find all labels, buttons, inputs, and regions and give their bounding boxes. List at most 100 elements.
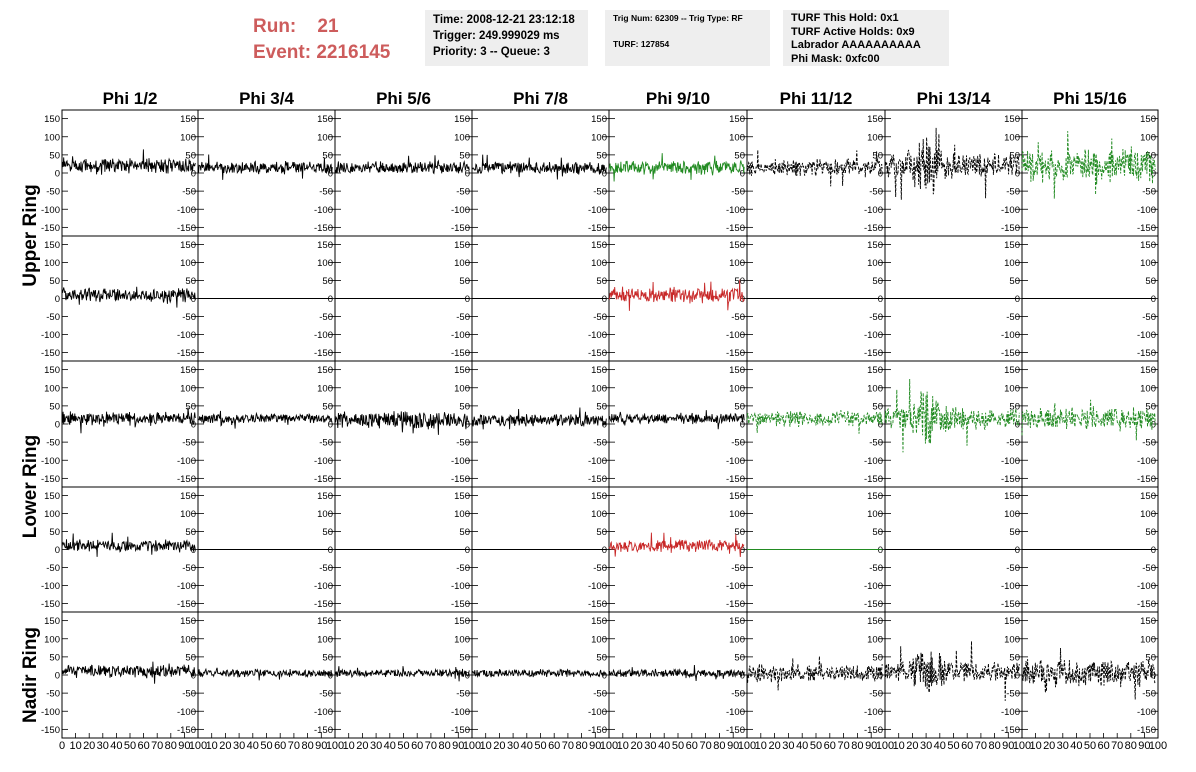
xtick-label: 90 <box>452 740 464 752</box>
ytick-label-right: -50 <box>1142 187 1156 198</box>
ytick-label-right: -100 <box>588 205 607 216</box>
ytick-label-right: 150 <box>454 114 470 125</box>
ytick-label-right: -50 <box>1142 689 1156 700</box>
ytick-label-right: 0 <box>602 545 607 556</box>
ytick-label-right: -100 <box>864 581 883 592</box>
ytick-label-right: -100 <box>314 205 333 216</box>
xtick-label: 10 <box>206 740 218 752</box>
xtick-label: 20 <box>1043 740 1055 752</box>
panel-r5-c8-waveform <box>1021 647 1156 700</box>
ytick-label-right: 150 <box>454 491 470 502</box>
ytick-label-right: -50 <box>456 187 470 198</box>
ytick-label-right: 0 <box>1015 169 1020 180</box>
ytick-label-right: 150 <box>591 491 607 502</box>
ytick-label-right: -50 <box>1006 438 1020 449</box>
xtick-label: 30 <box>370 740 382 752</box>
panel-r3-c7-waveform <box>884 378 1020 453</box>
xtick-label: 10 <box>69 740 81 752</box>
ytick-label-right: 0 <box>1015 420 1020 431</box>
ytick-label-right: -150 <box>1137 223 1156 234</box>
ytick-label-right: 150 <box>454 616 470 627</box>
ytick-label-right: 50 <box>1009 527 1020 538</box>
ytick-label-right: 150 <box>317 365 333 376</box>
ytick-label-right: 0 <box>465 169 470 180</box>
xtick-label: 90 <box>1138 740 1150 752</box>
ytick-label-right: -150 <box>1001 223 1020 234</box>
ytick-label-right: 100 <box>729 132 745 143</box>
xtick-label: 90 <box>589 740 601 752</box>
ytick-label-right: -100 <box>726 707 745 718</box>
ytick-label-right: 50 <box>596 150 607 161</box>
ytick-label-right: -50 <box>593 438 607 449</box>
ytick-label-right: 150 <box>1004 365 1020 376</box>
ytick-label-right: -50 <box>869 563 883 574</box>
ytick-label-left: 100 <box>44 258 60 269</box>
xtick-label: 80 <box>165 740 177 752</box>
xtick-label: 70 <box>1111 740 1123 752</box>
panel-r4-c5-frame <box>608 486 748 613</box>
panel-r1-c8-waveform <box>1021 131 1156 199</box>
xtick-label: 20 <box>83 740 95 752</box>
ytick-label-right: -100 <box>177 581 196 592</box>
panel-r3-c4-waveform <box>471 407 607 430</box>
ytick-label-right: 100 <box>867 634 883 645</box>
panel-r5-c4-waveform <box>471 668 607 679</box>
ytick-label-left: 150 <box>44 114 60 125</box>
turf-info-box: TURF This Hold: 0x1 TURF Active Holds: 0… <box>783 10 949 66</box>
xtick-label: 90 <box>315 740 327 752</box>
xtick-label: 50 <box>1084 740 1096 752</box>
ytick-label-right: 100 <box>317 132 333 143</box>
ytick-label-right: -150 <box>1137 348 1156 359</box>
time-line: Time: 2008-12-21 23:12:18 <box>433 14 575 26</box>
ytick-label-right: -100 <box>1137 205 1156 216</box>
ytick-label-right: -150 <box>864 223 883 234</box>
ytick-label-right: -150 <box>726 348 745 359</box>
ytick-label-right: -150 <box>588 599 607 610</box>
ytick-label-right: 0 <box>328 545 333 556</box>
priority-line: Priority: 3 -- Queue: 3 <box>433 46 550 58</box>
ytick-label-right: 100 <box>180 509 196 520</box>
xtick-label: 100 <box>326 740 344 752</box>
ytick-label-right: -150 <box>588 474 607 485</box>
ytick-label-right: -100 <box>1001 205 1020 216</box>
ytick-label-right: -150 <box>1001 599 1020 610</box>
ytick-label-right: 50 <box>872 276 883 287</box>
ytick-label-right: 150 <box>317 114 333 125</box>
ytick-label-right: 0 <box>878 420 883 431</box>
ytick-label-right: -150 <box>726 474 745 485</box>
ytick-label-right: 50 <box>734 652 745 663</box>
panel-r5-c6-waveform <box>746 656 883 691</box>
ytick-label-right: 0 <box>1151 169 1156 180</box>
ytick-label-right: 150 <box>180 365 196 376</box>
xtick-label: 20 <box>630 740 642 752</box>
ytick-label-left: -100 <box>41 205 60 216</box>
ytick-label-right: 50 <box>185 652 196 663</box>
ytick-label-right: 150 <box>180 114 196 125</box>
time-info-box: Time: 2008-12-21 23:12:18 Trigger: 249.9… <box>425 10 588 66</box>
xtick-label: 80 <box>1125 740 1137 752</box>
panel-r1-c1-waveform <box>61 149 196 175</box>
ytick-label-right: -150 <box>588 348 607 359</box>
ytick-label-right: -50 <box>1142 312 1156 323</box>
ytick-label-left: -100 <box>41 456 60 467</box>
xtick-label: 100 <box>463 740 481 752</box>
ytick-label-right: -100 <box>588 456 607 467</box>
column-title-8: Phi 15/16 <box>1053 89 1127 108</box>
xtick-label: 100 <box>1013 740 1031 752</box>
panel-r1-c3-waveform <box>334 155 470 175</box>
ytick-label-left: -150 <box>41 725 60 736</box>
panel-r3-c1-waveform <box>61 407 196 434</box>
ytick-label-right: -50 <box>593 689 607 700</box>
ytick-label-right: -50 <box>319 187 333 198</box>
ytick-label-right: 100 <box>1004 634 1020 645</box>
ytick-label-right: -50 <box>319 689 333 700</box>
ytick-label-left: 50 <box>49 276 60 287</box>
panel-r1-c7-frame <box>884 109 1023 237</box>
ytick-label-right: -50 <box>1006 563 1020 574</box>
xtick-label: 40 <box>658 740 670 752</box>
ytick-label-right: -50 <box>869 312 883 323</box>
ytick-label-right: -150 <box>451 599 470 610</box>
xtick-label: 70 <box>425 740 437 752</box>
ytick-label-right: -100 <box>588 330 607 341</box>
